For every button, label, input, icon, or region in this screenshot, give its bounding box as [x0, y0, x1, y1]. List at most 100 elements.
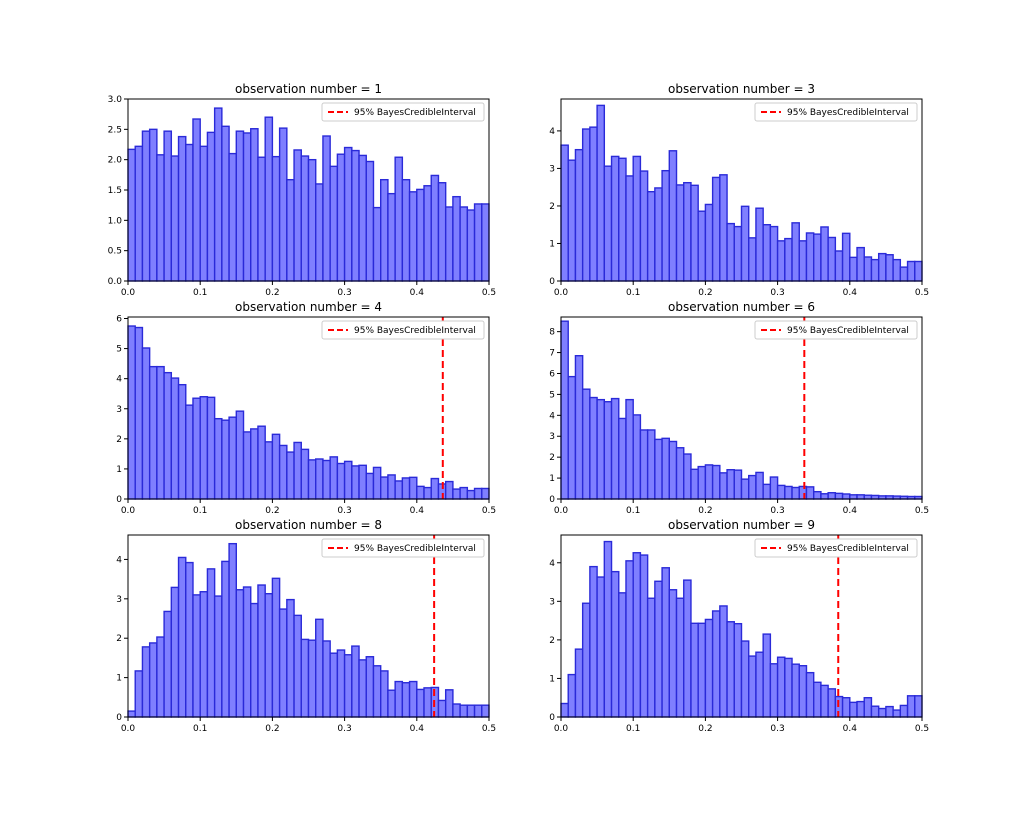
y-tick-label: 1	[116, 674, 122, 684]
histogram-bar	[668, 440, 678, 500]
x-tick-label: 0.0	[121, 506, 136, 516]
histogram-bar	[228, 542, 238, 718]
histogram-bar	[618, 592, 627, 718]
histogram-bar	[213, 107, 223, 282]
legend-label: 95% BayesCredibleInterval	[354, 326, 476, 336]
histogram-bar	[776, 656, 786, 718]
histogram-bar	[127, 710, 136, 718]
histogram-bar	[791, 486, 800, 500]
histogram-bar	[813, 233, 822, 282]
histogram-bar	[315, 183, 324, 282]
histogram-bar	[841, 493, 851, 500]
x-tick-label: 0.3	[770, 506, 784, 516]
histogram-bar	[206, 396, 216, 500]
x-tick-label: 0.0	[554, 724, 569, 734]
histogram-bar	[336, 462, 346, 500]
histogram-bar	[416, 188, 425, 282]
histogram-bar	[711, 464, 721, 500]
histogram-bar	[134, 145, 144, 282]
histogram-bar	[264, 116, 274, 282]
histogram-bar	[646, 429, 656, 500]
histogram-bar	[704, 618, 714, 718]
histogram-bar	[315, 458, 324, 500]
histogram-bar	[163, 130, 173, 282]
histogram-bar	[293, 149, 302, 282]
histogram-bar	[856, 246, 865, 282]
histogram-bar	[596, 104, 606, 282]
histogram-bar	[481, 203, 490, 282]
histogram-bar	[416, 485, 425, 500]
histogram-bar	[192, 397, 201, 500]
x-tick-label: 0.3	[770, 288, 784, 298]
x-tick-label: 0.3	[337, 724, 351, 734]
histogram-bar	[654, 187, 663, 282]
histogram-bar	[841, 232, 851, 282]
histogram-bar	[625, 560, 634, 718]
x-tick-label: 0.2	[265, 724, 279, 734]
histogram-bar	[315, 618, 324, 718]
x-tick-label: 0.3	[337, 288, 351, 298]
histogram-bar	[668, 589, 678, 718]
histogram-bar	[134, 670, 144, 718]
histogram-bar	[769, 476, 779, 500]
y-tick-label: 5	[116, 345, 122, 355]
x-tick-label: 0.3	[337, 506, 351, 516]
histogram-bar	[762, 483, 772, 500]
axes-frame	[127, 316, 490, 500]
histogram-bar	[264, 441, 274, 500]
x-tick-label: 0.1	[626, 288, 640, 298]
y-tick-label: 2	[116, 435, 122, 445]
histogram-bar	[336, 153, 346, 282]
histogram-bar	[163, 371, 173, 500]
y-tick-label: 1.0	[108, 216, 123, 226]
y-tick-label: 5	[549, 390, 555, 400]
histogram-bar	[141, 130, 151, 282]
histogram-bar	[343, 146, 353, 282]
y-tick-label: 3	[549, 164, 555, 174]
axes-frame	[560, 534, 923, 718]
histogram-bar	[603, 401, 613, 500]
y-tick-label: 3.0	[108, 95, 123, 105]
x-tick-label: 0.0	[554, 288, 569, 298]
histogram-bar	[250, 128, 259, 282]
histogram-bar	[134, 326, 144, 500]
y-tick-label: 2.5	[108, 125, 122, 135]
histogram-bar	[459, 486, 469, 500]
histogram-bar	[408, 680, 418, 718]
histogram-bar	[300, 638, 310, 718]
histogram-bar	[805, 486, 815, 500]
y-tick-label: 2.0	[108, 156, 123, 166]
histogram-bar	[459, 206, 469, 282]
histogram-bar	[654, 438, 663, 500]
histogram-bar	[856, 700, 865, 718]
histogram-bar	[661, 437, 671, 500]
histogram-bar	[704, 464, 714, 500]
histogram-bar	[849, 256, 858, 282]
legend: 95% BayesCredibleInterval	[754, 538, 918, 558]
histogram-bar	[827, 688, 837, 718]
x-tick-label: 0.4	[410, 506, 425, 516]
x-tick-label: 0.2	[698, 724, 712, 734]
histogram-bar	[343, 654, 353, 718]
x-tick-label: 0.1	[193, 724, 207, 734]
y-tick-label: 3	[116, 405, 122, 415]
histogram-bar	[170, 155, 180, 282]
histogram-bar	[805, 232, 815, 282]
histogram-bar	[798, 665, 808, 718]
histogram-bar	[906, 260, 916, 282]
histogram-bar	[257, 156, 266, 282]
histogram-bar	[820, 684, 829, 718]
histogram-bar	[726, 469, 735, 500]
histogram-bar	[719, 472, 728, 500]
histogram-bar	[466, 489, 476, 500]
histogram-bar	[257, 584, 266, 718]
histogram-bar	[820, 493, 829, 500]
histogram-bar	[394, 156, 404, 282]
histogram-bar	[473, 203, 483, 282]
histogram-bar	[416, 688, 425, 718]
histogram-bar	[235, 589, 245, 718]
histogram-bar	[646, 190, 656, 282]
histogram-bar	[401, 682, 411, 718]
x-tick-label: 0.5	[915, 288, 929, 298]
